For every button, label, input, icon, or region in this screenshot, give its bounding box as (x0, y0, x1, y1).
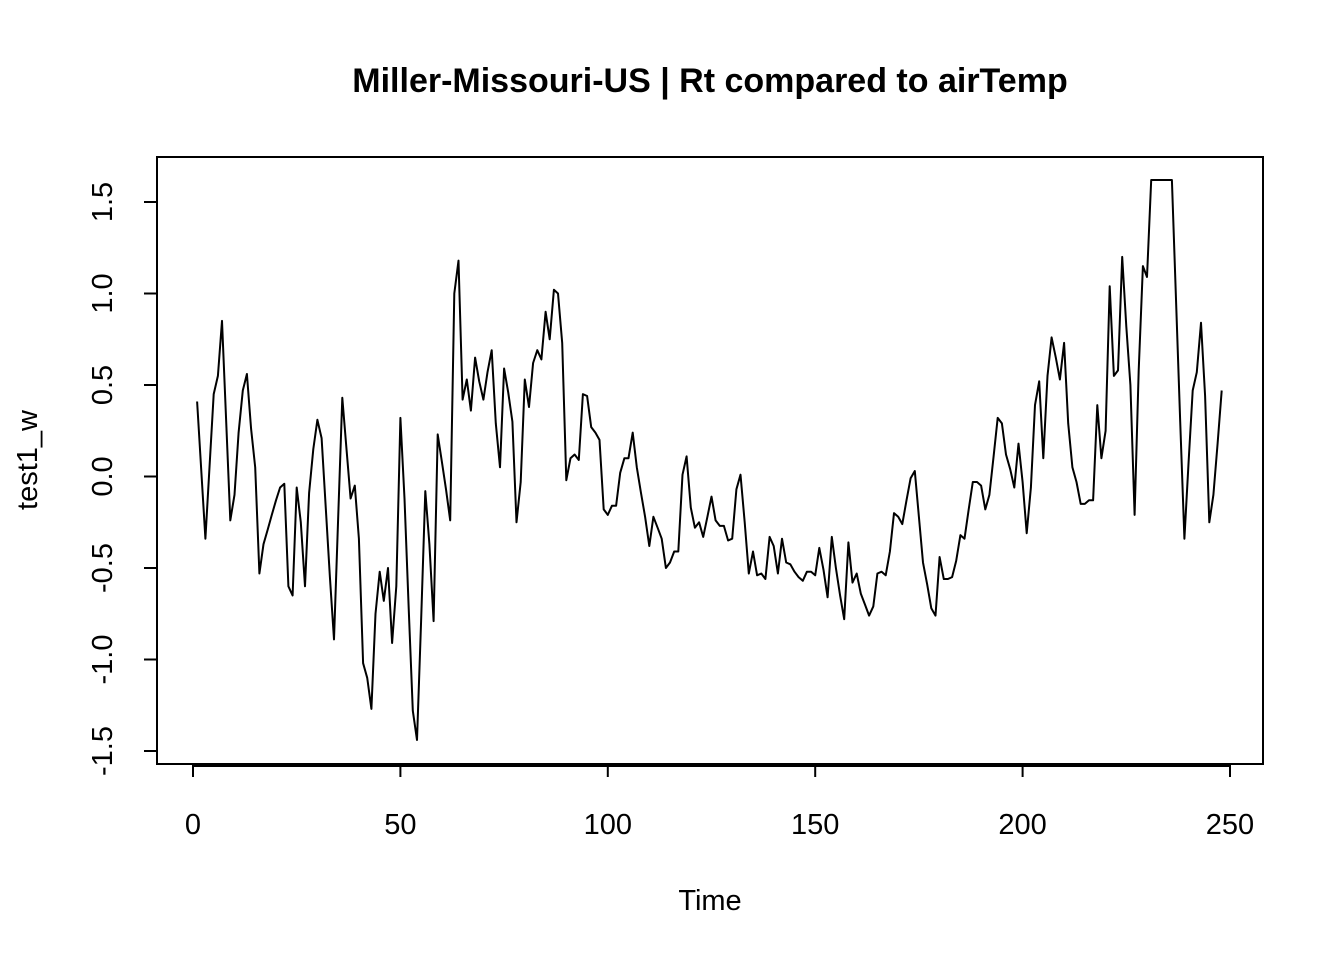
y-axis: -1.5 -1.0 -0.5 0.0 0.5 1.0 1.5 (87, 182, 158, 776)
x-tick-label: 100 (584, 809, 632, 841)
chart-title: Miller-Missouri-US | Rt compared to airT… (352, 62, 1067, 100)
y-tick-label: 1.0 (87, 273, 119, 313)
y-tick-label: 0.5 (87, 365, 119, 405)
y-tick-label: 1.5 (87, 182, 119, 222)
x-tick-label: 150 (791, 809, 839, 841)
y-tick-label: 0.0 (87, 456, 119, 496)
x-tick-label: 250 (1206, 809, 1254, 841)
y-axis-label: test1_w (12, 409, 44, 510)
y-tick-label: -1.0 (87, 635, 119, 685)
x-axis: 0 50 100 150 200 250 (185, 764, 1254, 841)
y-tick-label: -0.5 (87, 543, 119, 593)
y-tick-label: -1.5 (87, 726, 119, 776)
x-axis-label: Time (678, 885, 741, 917)
series-line (196, 179, 1223, 741)
x-tick-label: 200 (998, 809, 1046, 841)
x-tick-label: 50 (384, 809, 416, 841)
x-tick-label: 0 (185, 809, 201, 841)
